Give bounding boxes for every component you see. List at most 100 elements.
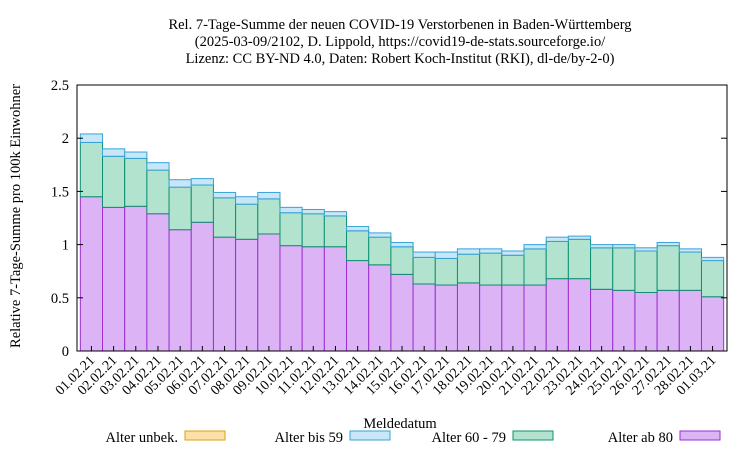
bar-alter-bis-59-9 <box>279 206 303 214</box>
legend: Alter unbek. Alter bis 59 Alter 60 - 79 Alt… <box>106 430 721 446</box>
bar-alter-60-79-16 <box>434 257 458 286</box>
bar-alter-ab-80-22 <box>567 278 592 352</box>
bar-alter-ab-80-23 <box>590 288 614 352</box>
bar-alter-ab-80-8 <box>257 233 281 352</box>
bar-alter-ab-80-7 <box>235 238 259 352</box>
bar-alter-ab-80-13 <box>368 264 392 352</box>
bar-alter-60-79-15 <box>412 256 436 285</box>
bar-alter-60-79-22 <box>567 238 592 280</box>
bar-alter-bis-59-4 <box>168 179 192 188</box>
bar-alter-bis-59-16 <box>434 251 458 259</box>
bar-alter-bis-59-10 <box>301 208 325 215</box>
bar-alter-60-79-9 <box>279 212 303 247</box>
bar-alter-60-79-27 <box>678 251 702 291</box>
x-axis-label: Meldedatum <box>363 416 437 432</box>
bar-alter-bis-59-23 <box>590 244 614 249</box>
bar-alter-ab-80-20 <box>523 284 547 352</box>
y-tick-label-5: 2.5 <box>51 78 69 94</box>
bar-alter-60-79-18 <box>479 252 503 286</box>
bar-alter-bis-59-3 <box>146 162 170 171</box>
bar-alter-bis-59-2 <box>124 151 148 159</box>
bar-alter-ab-80-17 <box>456 282 481 352</box>
title-line-1: Rel. 7-Tage-Summe der neuen COVID-19 Ver… <box>168 17 631 33</box>
bar-alter-bis-59-28 <box>700 256 725 262</box>
bar-alter-bis-59-20 <box>523 244 547 250</box>
bar-alter-ab-80-11 <box>323 246 348 352</box>
y-tick-label-4: 2 <box>62 131 69 147</box>
bar-alter-60-79-11 <box>323 215 348 248</box>
bar-alter-ab-80-21 <box>545 278 569 352</box>
legend-label-0: Alter unbek. <box>106 430 178 446</box>
bar-alter-bis-59-17 <box>456 248 481 255</box>
bar-alter-60-79-3 <box>146 169 170 215</box>
bar-alter-60-79-28 <box>700 260 725 298</box>
bar-alter-bis-59-11 <box>323 211 348 217</box>
bar-alter-ab-80-24 <box>612 289 636 352</box>
bar-alter-60-79-1 <box>102 155 126 208</box>
title-line-2: (2025-03-09/2102, D. Lippold, https://co… <box>195 34 606 50</box>
axes-layer: 00.511.522.501.02.2102.02.2103.02.2104.0… <box>51 78 728 398</box>
bar-alter-60-79-23 <box>590 247 614 290</box>
bar-alter-60-79-8 <box>257 198 281 235</box>
bar-alter-bis-59-8 <box>257 191 281 200</box>
legend-label-3: Alter ab 80 <box>608 430 673 446</box>
legend-swatch-0 <box>184 430 226 441</box>
bar-alter-ab-80-10 <box>301 246 325 352</box>
bar-alter-ab-80-15 <box>412 283 436 352</box>
y-tick-label-2: 1 <box>62 238 69 254</box>
bar-alter-bis-59-7 <box>235 196 259 205</box>
bar-alter-bis-59-1 <box>102 148 126 157</box>
bar-alter-60-79-2 <box>124 157 148 207</box>
y-axis-label: Relative 7-Tage-Summe pro 100k Einwohner <box>8 84 24 348</box>
bar-alter-ab-80-4 <box>168 229 192 352</box>
bar-alter-ab-80-18 <box>479 284 503 352</box>
bar-alter-bis-59-15 <box>412 251 436 258</box>
bar-alter-bis-59-12 <box>346 226 370 232</box>
bar-alter-ab-80-26 <box>656 289 680 352</box>
bar-alter-ab-80-12 <box>346 260 370 352</box>
bar-alter-ab-80-16 <box>434 284 458 352</box>
bar-alter-bis-59-25 <box>634 247 658 252</box>
chart-title: Rel. 7-Tage-Summe der neuen COVID-19 Ver… <box>168 17 631 67</box>
bar-alter-60-79-4 <box>168 186 192 231</box>
bar-alter-ab-80-5 <box>190 221 214 352</box>
bar-alter-ab-80-0 <box>79 196 104 352</box>
bar-alter-60-79-17 <box>456 253 481 284</box>
bar-alter-60-79-10 <box>301 213 325 248</box>
legend-label-2: Alter 60 - 79 <box>432 430 507 446</box>
bar-alter-ab-80-2 <box>124 205 148 352</box>
bar-alter-60-79-20 <box>523 248 547 286</box>
bar-alter-60-79-6 <box>212 197 237 238</box>
title-line-3: Lizenz: CC BY-ND 4.0, Daten: Robert Koch… <box>186 51 615 67</box>
bar-alter-bis-59-6 <box>212 191 237 199</box>
bar-alter-bis-59-22 <box>567 235 592 240</box>
bar-alter-60-79-25 <box>634 250 658 293</box>
bar-alter-bis-59-5 <box>190 178 214 186</box>
bar-alter-ab-80-6 <box>212 236 237 352</box>
bar-alter-ab-80-28 <box>700 296 725 352</box>
bar-alter-ab-80-3 <box>146 213 170 352</box>
bar-alter-ab-80-9 <box>279 245 303 352</box>
legend-swatch-2 <box>512 430 554 441</box>
bar-alter-ab-80-14 <box>390 273 414 352</box>
bar-alter-bis-59-13 <box>368 232 392 238</box>
bar-alter-ab-80-1 <box>102 206 126 352</box>
legend-label-1: Alter bis 59 <box>275 430 343 446</box>
bar-alter-bis-59-26 <box>656 241 680 247</box>
bar-alter-60-79-13 <box>368 236 392 266</box>
bar-alter-bis-59-21 <box>545 236 569 242</box>
bar-alter-bis-59-19 <box>501 250 525 256</box>
bar-alter-bis-59-27 <box>678 248 702 253</box>
bar-alter-60-79-7 <box>235 203 259 240</box>
bar-alter-bis-59-24 <box>612 244 636 249</box>
y-tick-label-0: 0 <box>62 344 69 360</box>
bar-alter-60-79-19 <box>501 254 525 286</box>
bar-alter-60-79-24 <box>612 247 636 291</box>
bar-alter-60-79-5 <box>190 184 214 223</box>
bar-alter-ab-80-25 <box>634 291 658 352</box>
bar-alter-bis-59-14 <box>390 241 414 248</box>
legend-swatch-1 <box>349 430 391 441</box>
bar-alter-60-79-12 <box>346 230 370 262</box>
y-tick-label-1: 0.5 <box>51 291 69 307</box>
